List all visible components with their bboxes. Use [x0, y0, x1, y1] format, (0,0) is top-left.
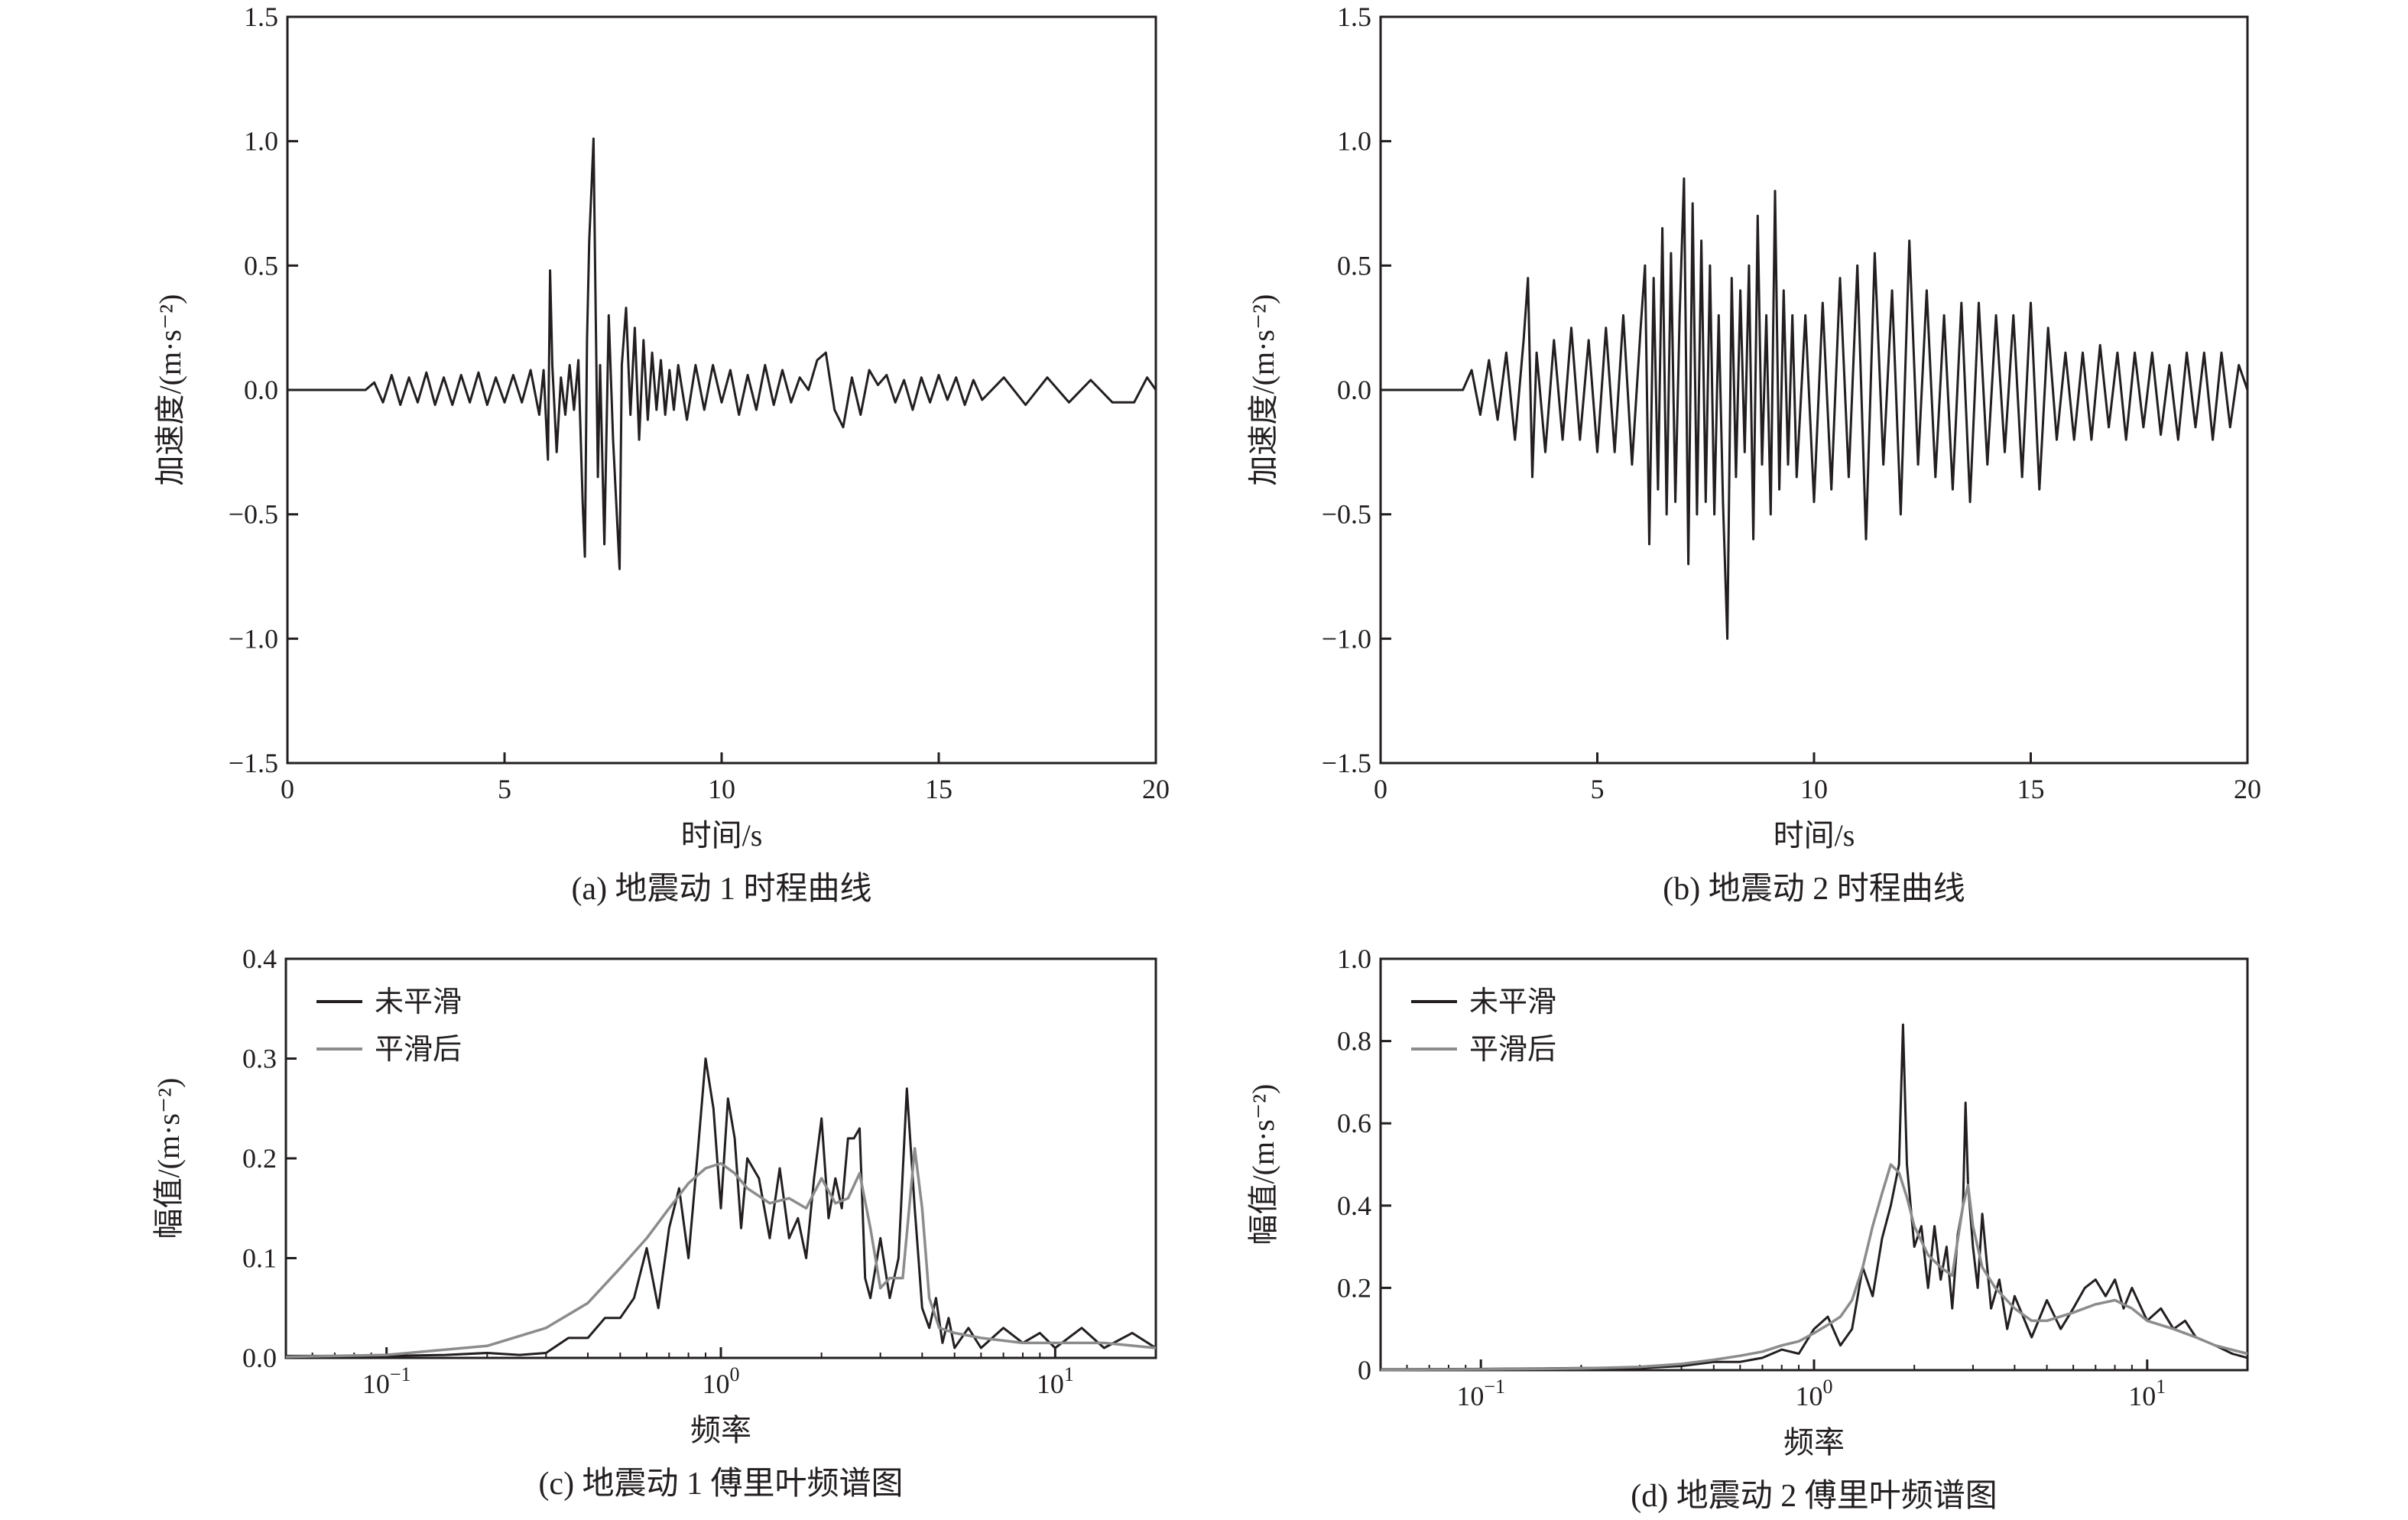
y-tick-label: 1.0 — [244, 126, 278, 157]
x-tick-label: 100 — [1796, 1375, 1833, 1411]
legend-label: 未平滑 — [1469, 986, 1556, 1018]
x-tick-label: 20 — [1142, 774, 1170, 804]
x-tick-label: 10−1 — [362, 1363, 411, 1399]
x-tick-label: 10 — [708, 774, 735, 804]
x-tick-exponent: −1 — [1484, 1375, 1505, 1398]
y-axis-label: 加速度/(m·s⁻²) — [1246, 294, 1280, 486]
y-tick-label: 0.4 — [1337, 1190, 1371, 1221]
y-tick-label: 1.5 — [244, 2, 278, 32]
y-tick-label: 0.0 — [1337, 375, 1371, 405]
series-line-smoothed — [285, 1147, 1157, 1359]
y-tick-label: 0.4 — [242, 944, 277, 974]
panel-caption: (c) 地震动 1 傅里叶频谱图 — [538, 1466, 903, 1502]
panel-caption: (a) 地震动 1 时程曲线 — [571, 872, 871, 907]
series-line-raw — [1380, 1023, 2248, 1371]
y-tick-label: 1.0 — [1337, 944, 1371, 974]
x-tick-label: 10−1 — [1456, 1375, 1505, 1411]
x-axis-label: 频率 — [1783, 1425, 1845, 1460]
y-tick-label: −1.0 — [229, 623, 278, 654]
x-tick-label: 5 — [498, 774, 511, 804]
x-tick-label: 20 — [2234, 774, 2261, 804]
panel-b-time-history: −1.5 −1.0 −0.5 0.0 0.5 1.0 1.5 0 5 10 15 20 时间/s 加速度/… — [1246, 2, 2261, 907]
y-tick-label: 0.6 — [1337, 1108, 1371, 1138]
plot-frame — [286, 15, 1157, 765]
x-tick-exponent: −1 — [390, 1363, 411, 1385]
y-axis-label: 幅值/(m·s⁻²) — [151, 1078, 186, 1239]
y-tick-label: 0.3 — [242, 1044, 277, 1074]
panel-a-time-history: −1.5 −1.0 −0.5 0.0 0.5 1.0 1.5 0 5 10 15 20 时间/s 加速度/… — [153, 2, 1170, 907]
y-tick-label: 0.8 — [1337, 1026, 1371, 1057]
legend-label: 未平滑 — [375, 986, 462, 1018]
y-tick-label: 0.2 — [242, 1143, 277, 1174]
series-line-smoothed — [1380, 1163, 2248, 1372]
legend-label: 平滑后 — [1469, 1034, 1556, 1066]
x-tick-exponent: 0 — [1823, 1375, 1833, 1398]
y-tick-label: −0.5 — [229, 499, 278, 530]
x-axis-label: 时间/s — [1774, 818, 1855, 853]
panel-d-fourier-spectrum: 00.20.40.60.81.010−1 100 101频率幅值/(m·s⁻²)(d… — [1246, 944, 2249, 1514]
y-tick-label: −1.5 — [1322, 748, 1371, 778]
x-tick-label: 100 — [703, 1363, 740, 1399]
panel-c-fourier-spectrum: 0.00.10.20.30.410−1 100 101频率幅值/(m·s⁻²)(c)… — [151, 944, 1157, 1502]
y-tick-label: 0.5 — [1337, 250, 1371, 281]
x-tick-label: 0 — [1374, 774, 1387, 804]
x-tick-label: 15 — [2017, 774, 2045, 804]
series-line-acceleration — [287, 137, 1157, 570]
plot-frame — [284, 957, 1157, 1359]
x-tick-label: 101 — [2128, 1375, 2166, 1411]
x-tick-label: 10 — [1800, 774, 1828, 804]
y-axis-label: 加速度/(m·s⁻²) — [153, 294, 187, 486]
y-tick-label: 0.0 — [242, 1343, 277, 1373]
x-tick-label: 5 — [1591, 774, 1605, 804]
x-tick-exponent: 1 — [1064, 1363, 1074, 1385]
legend-label: 平滑后 — [375, 1034, 462, 1066]
y-tick-label: −1.5 — [229, 748, 278, 778]
y-axis-label: 幅值/(m·s⁻²) — [1246, 1084, 1280, 1246]
x-axis-label: 时间/s — [681, 818, 763, 853]
y-tick-label: 0.2 — [1337, 1272, 1371, 1303]
y-tick-label: 1.0 — [1337, 126, 1371, 157]
x-tick-label: 101 — [1037, 1363, 1074, 1399]
x-tick-exponent: 1 — [2156, 1375, 2166, 1398]
plot-frame — [1379, 957, 2249, 1372]
y-tick-label: 0 — [1358, 1355, 1371, 1385]
y-tick-label: 0.0 — [244, 375, 278, 405]
y-tick-label: −0.5 — [1322, 499, 1371, 530]
x-tick-exponent: 0 — [730, 1363, 740, 1385]
x-axis-label: 频率 — [690, 1413, 751, 1447]
panel-caption: (b) 地震动 2 时程曲线 — [1663, 872, 1965, 907]
y-tick-label: 1.5 — [1337, 2, 1371, 32]
series-line-raw — [286, 1057, 1157, 1357]
series-line-acceleration — [1381, 177, 2249, 640]
y-tick-label: −1.0 — [1322, 623, 1371, 654]
panel-caption: (d) 地震动 2 傅里叶频谱图 — [1631, 1479, 1997, 1514]
x-tick-label: 0 — [281, 774, 294, 804]
y-tick-label: 0.1 — [242, 1243, 277, 1274]
y-tick-label: 0.5 — [244, 250, 278, 281]
x-tick-label: 15 — [925, 774, 952, 804]
